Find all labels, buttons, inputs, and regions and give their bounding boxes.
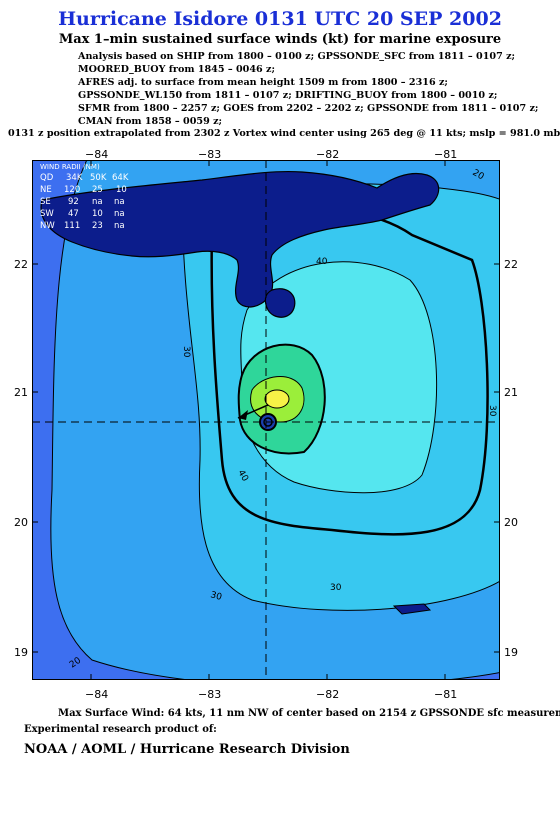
- map-subtitle: Max 1–min sustained surface winds (kt) f…: [58, 32, 502, 47]
- analysis-line: MOORED_BUOY from 1845 – 0046 z;: [78, 64, 276, 75]
- wind-radii-cell: na: [114, 209, 125, 219]
- position-note: 0131 z position extrapolated from 2302 z…: [8, 128, 560, 139]
- wind-radii-cell: 23: [92, 221, 103, 231]
- storm-motion-arrowhead: [238, 410, 248, 420]
- lon-tick-label: −82: [316, 148, 340, 161]
- experimental-note: Experimental research product of:: [24, 724, 217, 735]
- wind-radii-title: WIND RADII (NM): [40, 163, 100, 171]
- lon-tick-label: −82: [316, 688, 340, 701]
- wind-radii-cell: NE: [40, 185, 52, 195]
- lon-tick-label: −81: [434, 688, 458, 701]
- wind-radii-cell: na: [114, 197, 125, 207]
- wind-radii-cell: 111: [64, 221, 80, 231]
- wind-radii-cell: 92: [68, 197, 79, 207]
- lat-tick-label: 20: [504, 516, 518, 529]
- wind-radii-header: 34K: [66, 173, 83, 183]
- wind-radii-cell: na: [92, 197, 103, 207]
- wind-radii-cell: 47: [68, 209, 79, 219]
- wind-field-map: 20 20 30 30 30 30 40 40 WIND RADII (NM) …: [32, 160, 500, 680]
- analysis-line: SFMR from 1800 – 2257 z; GOES from 2202 …: [78, 103, 539, 114]
- contour-label: 30: [181, 346, 191, 358]
- wind-radii-cell: 10: [116, 185, 127, 195]
- wind-radii-cell: na: [114, 221, 125, 231]
- wind-radii-table: WIND RADII (NM) QD 34K 50K 64K NE 120 25…: [40, 163, 129, 231]
- analysis-line: Analysis based on SHIP from 1800 – 0100 …: [78, 51, 516, 62]
- cayman-islands: [392, 603, 432, 615]
- contour-label: 30: [487, 405, 497, 417]
- contour-label: 30: [330, 583, 342, 593]
- contour-label: 40: [316, 257, 328, 267]
- wind-radii-cell: SE: [40, 197, 51, 207]
- lat-tick-label: 22: [504, 258, 518, 271]
- wind-radii-cell: NW: [40, 221, 55, 231]
- wind-radii-header: 64K: [112, 173, 129, 183]
- wind-radii-cell: 10: [92, 209, 103, 219]
- lat-tick-label: 19: [504, 646, 518, 659]
- lon-tick-label: −83: [198, 688, 222, 701]
- contour-label: 30: [209, 590, 223, 603]
- analysis-line: GPSSONDE_WL150 from 1811 – 0107 z; DRIFT…: [78, 90, 498, 101]
- wind-radii-header: 50K: [90, 173, 107, 183]
- lat-tick-label: 22: [14, 258, 28, 271]
- lat-tick-label: 19: [14, 646, 28, 659]
- cuba-landmass: [40, 170, 440, 308]
- max-wind-note: Max Surface Wind: 64 kts, 11 nm NW of ce…: [58, 708, 560, 719]
- wind-radii-cell: 120: [64, 185, 80, 195]
- analysis-line: CMAN from 1858 – 0059 z;: [78, 116, 223, 127]
- lat-tick-label: 21: [14, 386, 28, 399]
- lat-tick-label: 21: [504, 386, 518, 399]
- page-title: Hurricane Isidore 0131 UTC 20 SEP 2002: [58, 8, 502, 30]
- core-64kt: [264, 389, 290, 409]
- organization-credit: NOAA / AOML / Hurricane Research Divisio…: [24, 742, 350, 757]
- wind-radii-cell: 25: [92, 185, 103, 195]
- wind-radii-cell: SW: [40, 209, 54, 219]
- lon-tick-label: −83: [198, 148, 222, 161]
- lon-tick-label: −84: [85, 688, 109, 701]
- lon-tick-label: −84: [85, 148, 109, 161]
- wind-radii-header: QD: [40, 173, 54, 183]
- analysis-line: AFRES adj. to surface from mean height 1…: [78, 77, 448, 88]
- map-frame: [32, 160, 500, 680]
- analysis-sources: Analysis based on SHIP from 1800 – 0100 …: [78, 50, 538, 128]
- lon-tick-label: −81: [434, 148, 458, 161]
- lat-tick-label: 20: [14, 516, 28, 529]
- isla-de-la-juventud: [264, 288, 296, 318]
